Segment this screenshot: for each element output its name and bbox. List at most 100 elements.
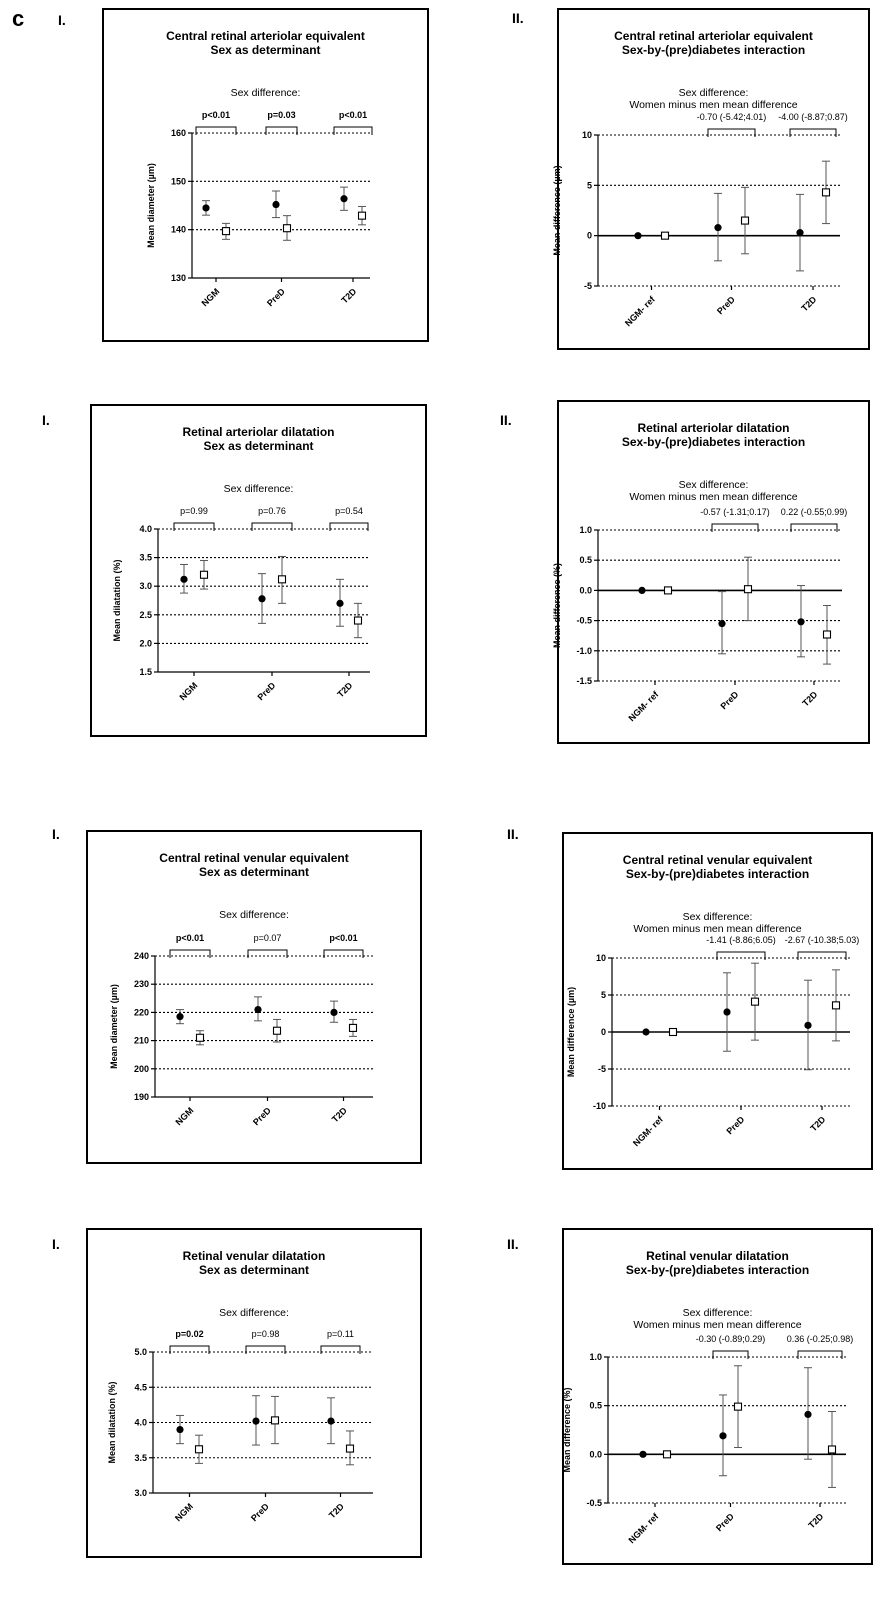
data-point-square [660,231,670,240]
annotation-label: -0.70 (-5.42;4.01) [697,112,767,122]
y-tick-label: 2.5 [139,610,152,620]
chart-title: Central retinal arteriolar equivalent [166,29,365,43]
x-tick-label: NGM- ref [623,294,658,329]
chart-title: Retinal venular dilatation [646,1249,789,1263]
y-tick-label: 2.0 [139,638,152,648]
x-tick-label: T2D [330,1105,349,1124]
x-tick-label: NGM- ref [626,689,661,724]
data-point-circle [638,586,646,595]
y-tick-label: 130 [171,273,186,283]
x-tick-label: T2D [339,286,358,305]
y-tick-label: 240 [134,951,149,961]
chart-title: Retinal arteriolar dilatation [637,421,789,435]
chart-svg: Central retinal arteriolar equivalentSex… [146,29,373,308]
data-point-circle [176,1013,184,1021]
data-point-square [270,1416,280,1425]
y-tick-label: 5 [601,990,606,1000]
data-point-square [822,630,832,639]
chart-title: Retinal arteriolar dilatation [182,425,334,439]
figure-letter: c [12,6,25,31]
y-tick-label: 150 [171,176,186,186]
chart-title: Sex as determinant [199,865,309,879]
data-point-square [195,1033,205,1042]
chart-subtitle: Sex difference: [683,911,753,923]
data-point-circle [254,1005,262,1014]
data-point-circle [634,232,642,240]
chart-title: Sex-by-(pre)diabetes interaction [626,1263,809,1277]
data-point-square [740,216,750,225]
chart-panel-p6: Central retinal venular equivalent Sex-by… [562,832,873,1170]
x-tick-label: T2D [800,689,819,708]
chart-title: Central retinal venular equivalent [623,853,812,867]
y-axis-label: Mean difference (%) [562,1387,572,1472]
data-point-square [353,616,363,625]
chart-panel-p3: Retinal arteriolar dilatation Sex as dete… [90,404,427,737]
annotation-label: p=0.03 [267,110,295,120]
data-point-circle [202,204,210,212]
y-tick-label: 0 [601,1027,606,1037]
chart-title: Sex as determinant [199,1263,309,1277]
chart-svg: Central retinal arteriolar equivalentSex… [552,29,848,329]
y-tick-label: -0.5 [586,1498,602,1508]
y-tick-label: -5 [584,281,592,291]
annotation-label: p=0.98 [252,1329,280,1339]
significance-bracket [790,523,838,532]
chart-subtitle: Women minus men mean difference [633,923,801,935]
chart-title: Sex as determinant [210,43,320,57]
y-tick-label: 140 [171,225,186,235]
y-tick-label: 220 [134,1007,149,1017]
y-tick-label: 4.5 [134,1382,147,1392]
data-point-circle [796,229,804,237]
y-tick-label: 210 [134,1036,149,1046]
significance-bracket [797,1350,843,1359]
data-point-circle [797,618,805,626]
y-tick-label: 5 [587,180,592,190]
annotation-label: -0.30 (-0.89;0.29) [696,1334,766,1344]
data-point-square [662,1450,672,1459]
data-point-square [357,211,367,220]
data-point-circle [804,1021,812,1029]
y-tick-label: 160 [171,128,186,138]
x-tick-label: NGM [173,1105,195,1127]
chart-panel-p2: Central retinal arteriolar equivalent Sex… [552,8,870,350]
data-point-circle [639,1450,647,1458]
y-tick-label: -5 [598,1064,606,1074]
chart-subtitle: Sex difference: [219,1307,289,1319]
data-point-circle [719,1432,727,1440]
x-tick-label: PreD [255,680,277,702]
data-point-square [663,586,673,595]
data-point-square [733,1402,743,1411]
data-point-square [827,1445,837,1454]
y-tick-label: 3.0 [134,1488,147,1498]
chart-subtitle: Sex difference: [219,909,289,921]
chart-panel-p7: Retinal venular dilatation Sex as determi… [86,1228,422,1558]
y-tick-label: 0.5 [589,1401,602,1411]
chart-title: Retinal venular dilatation [183,1249,326,1263]
x-tick-label: NGM [173,1501,195,1523]
significance-bracket [711,523,759,532]
data-point-square [221,227,231,236]
significance-bracket [320,1345,361,1354]
y-tick-label: 10 [582,130,592,140]
y-tick-label: -1.0 [576,646,592,656]
chart-title: Sex-by-(pre)diabetes interaction [622,43,805,57]
annotation-label: -0.57 (-1.31;0.17) [700,507,770,517]
x-tick-label: PreD [715,294,737,316]
y-tick-label: 0.0 [579,585,592,595]
significance-bracket [333,126,373,135]
chart-panel-p8: Retinal venular dilatation Sex-by-(pre)di… [562,1228,873,1565]
data-point-square [821,188,831,197]
data-point-square [199,570,209,579]
data-point-circle [327,1417,335,1425]
chart-svg: Retinal venular dilatationSex-by-(pre)di… [562,1249,853,1545]
annotation-label: p=0.11 [327,1329,354,1339]
y-tick-label: 190 [134,1092,149,1102]
annotation-label: p=0.54 [335,506,363,516]
data-point-circle [258,595,266,603]
chart-panel-p1: Central retinal arteriolar equivalent Sex… [102,8,429,342]
panel-label: II. [512,10,524,26]
data-point-circle [336,599,344,607]
